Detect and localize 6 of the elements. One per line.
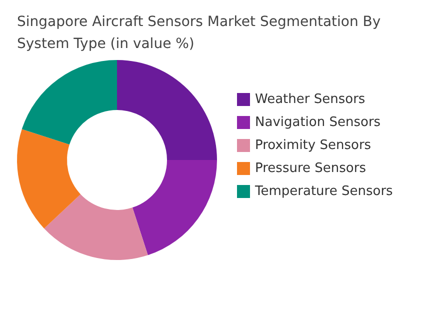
legend-label: Weather Sensors	[255, 92, 366, 107]
chart-title: Singapore Aircraft Sensors Market Segmentation By System Type (in value %)	[17, 14, 386, 52]
legend-label: Temperature Sensors	[254, 184, 394, 199]
legend-label: Navigation Sensors	[255, 115, 381, 130]
legend-label: Pressure Sensors	[255, 161, 366, 176]
legend-label: Proximity Sensors	[255, 138, 372, 153]
